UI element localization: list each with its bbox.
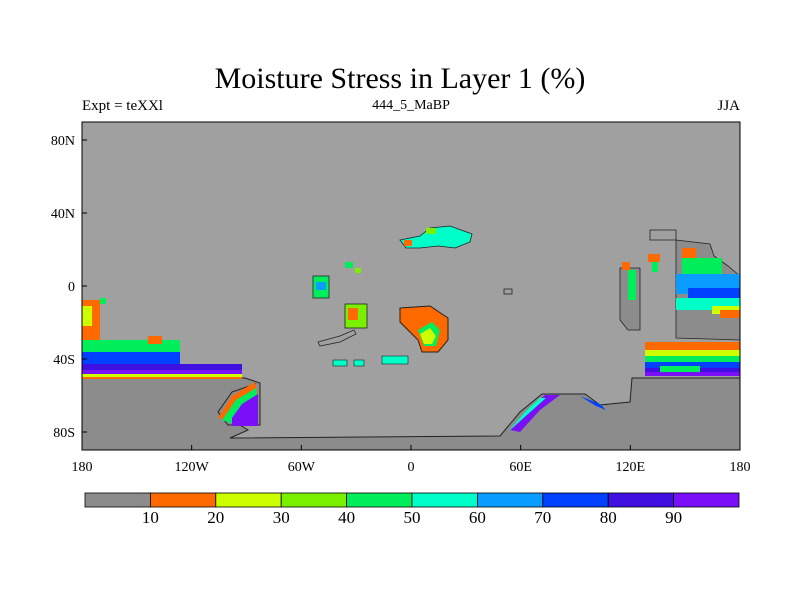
lon-tick-label: 120W: [175, 460, 210, 475]
colorbar-swatch: [149, 492, 217, 508]
lon-tick-label: 0: [408, 460, 415, 475]
antarctica: [81, 377, 741, 451]
map-title: Moisture Stress in Layer 1 (%): [214, 62, 586, 95]
colorbar: 10 20 30 40 50 60 70 80 90: [84, 492, 740, 527]
lat-tick-label: 80S: [53, 426, 75, 441]
colorbar-swatch: [411, 492, 478, 508]
colorbar-label: 10: [142, 508, 159, 527]
colorbar-swatch: [542, 492, 609, 508]
lat-tick-label: 40S: [53, 353, 75, 368]
africa: [399, 305, 449, 353]
western-storm-band: [82, 298, 242, 379]
colorbar-label: 50: [404, 508, 421, 527]
lon-tick-label: 60W: [288, 460, 316, 475]
colorbar-swatch: [607, 492, 675, 508]
latitude-axis: 80N 40N 0 40S 80S: [51, 134, 87, 441]
lon-tick-label: 180: [730, 460, 751, 475]
colorbar-label: 80: [600, 508, 617, 527]
period-label: 444_5_MaBP: [372, 98, 450, 113]
colorbar-label: 70: [534, 508, 551, 527]
lon-tick-label: 180: [72, 460, 93, 475]
lon-tick-label: 60E: [509, 460, 532, 475]
experiment-label: Expt = teXXl: [82, 98, 163, 114]
lon-tick-label: 120E: [616, 460, 646, 475]
colorbar-swatch: [476, 492, 544, 508]
colorbar-label: 40: [338, 508, 355, 527]
colorbar-swatch: [84, 492, 151, 508]
lat-tick-label: 0: [68, 280, 75, 295]
lat-tick-label: 40N: [51, 207, 75, 222]
season-label: JJA: [717, 98, 740, 114]
central-patches: [312, 225, 513, 367]
colorbar-swatch: [673, 492, 740, 508]
colorbar-label: 30: [273, 508, 290, 527]
colorbar-swatch: [215, 492, 282, 508]
lat-tick-label: 80N: [51, 134, 75, 149]
colorbar-swatch: [346, 492, 413, 508]
longitude-axis: 180 120W 60W 0 60E 120E 180: [72, 445, 751, 475]
colorbar-label: 60: [469, 508, 486, 527]
colorbar-label: 90: [665, 508, 682, 527]
east-region: [619, 229, 741, 376]
colorbar-swatch: [280, 492, 348, 508]
colorbar-label: 20: [207, 508, 224, 527]
